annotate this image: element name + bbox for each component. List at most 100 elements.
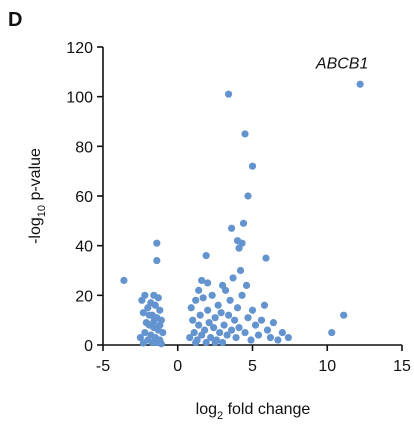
x-tick-label: -5 — [96, 358, 110, 375]
point — [224, 90, 233, 98]
point — [139, 339, 147, 347]
point — [141, 291, 149, 299]
point — [157, 340, 165, 348]
point — [263, 326, 272, 334]
point — [210, 324, 218, 332]
y-tick-label: 20 — [75, 288, 93, 305]
point — [226, 296, 234, 304]
point — [136, 333, 144, 342]
point — [239, 219, 248, 227]
point — [211, 338, 219, 347]
point — [269, 319, 278, 327]
point — [230, 316, 239, 324]
point — [254, 331, 263, 339]
point — [190, 328, 198, 337]
point — [248, 306, 257, 314]
point — [154, 294, 162, 302]
point — [192, 296, 200, 304]
y-tick-label: 120 — [66, 40, 93, 57]
point — [214, 301, 222, 309]
x-label-part: log — [196, 401, 217, 418]
y-axis-label: -log10 p-value — [27, 148, 48, 244]
point — [189, 316, 197, 324]
point — [220, 321, 228, 329]
point — [274, 336, 282, 344]
point — [201, 326, 209, 334]
point — [202, 338, 210, 347]
point — [159, 328, 167, 337]
point — [227, 326, 236, 334]
point — [278, 328, 286, 337]
y-tick-label: 40 — [75, 239, 93, 256]
point — [248, 162, 257, 170]
point — [266, 333, 275, 342]
point — [186, 333, 194, 342]
annotation: ABCB1 — [315, 55, 368, 72]
point — [235, 324, 243, 332]
x-label-sub: 2 — [217, 410, 223, 422]
point — [284, 333, 292, 342]
point — [120, 276, 128, 285]
point — [156, 306, 164, 314]
y-tick-label: 60 — [75, 189, 93, 206]
point — [219, 338, 227, 347]
point — [340, 311, 348, 319]
point — [232, 333, 240, 342]
point — [356, 80, 364, 88]
point — [224, 311, 233, 319]
point — [257, 316, 266, 324]
point — [196, 311, 204, 319]
point — [139, 309, 147, 317]
point — [195, 286, 203, 294]
x-axis-label: log2 fold change — [196, 401, 311, 422]
point — [251, 321, 260, 329]
point — [211, 314, 219, 322]
point — [198, 276, 206, 285]
point — [151, 301, 159, 309]
point — [223, 331, 231, 339]
point — [199, 294, 207, 302]
point — [156, 321, 164, 329]
point — [202, 252, 210, 260]
point — [233, 304, 242, 312]
y-label-part: p-value — [27, 148, 44, 205]
y-label-part: -log — [27, 217, 44, 244]
point — [216, 328, 224, 337]
y-label-sub: 10 — [36, 205, 48, 217]
point — [217, 309, 225, 317]
point — [150, 317, 158, 326]
point — [205, 319, 213, 327]
point — [236, 266, 245, 275]
point — [241, 328, 249, 337]
point — [195, 321, 203, 329]
point — [204, 306, 212, 314]
point — [219, 281, 227, 289]
point — [208, 291, 216, 299]
point — [238, 291, 246, 299]
point — [229, 274, 237, 282]
point — [262, 254, 270, 262]
x-tick-label: 5 — [248, 358, 257, 375]
point — [241, 130, 249, 138]
y-tick-label: 0 — [84, 338, 93, 355]
point — [153, 256, 161, 265]
point — [204, 279, 212, 287]
point — [145, 311, 153, 319]
x-tick-label: 0 — [173, 358, 182, 375]
point — [153, 239, 161, 247]
panel-label: D — [8, 9, 22, 31]
point — [192, 338, 200, 347]
point — [244, 314, 252, 322]
x-tick-label: 10 — [318, 358, 336, 375]
point — [260, 301, 269, 309]
y-tick-label: 100 — [66, 90, 93, 107]
x-tick-label: 15 — [393, 358, 411, 375]
point — [242, 281, 251, 289]
point — [227, 224, 236, 232]
point — [235, 244, 243, 252]
point — [187, 304, 195, 312]
point — [247, 336, 255, 344]
x-label-part: fold change — [223, 401, 310, 418]
point — [141, 328, 149, 337]
